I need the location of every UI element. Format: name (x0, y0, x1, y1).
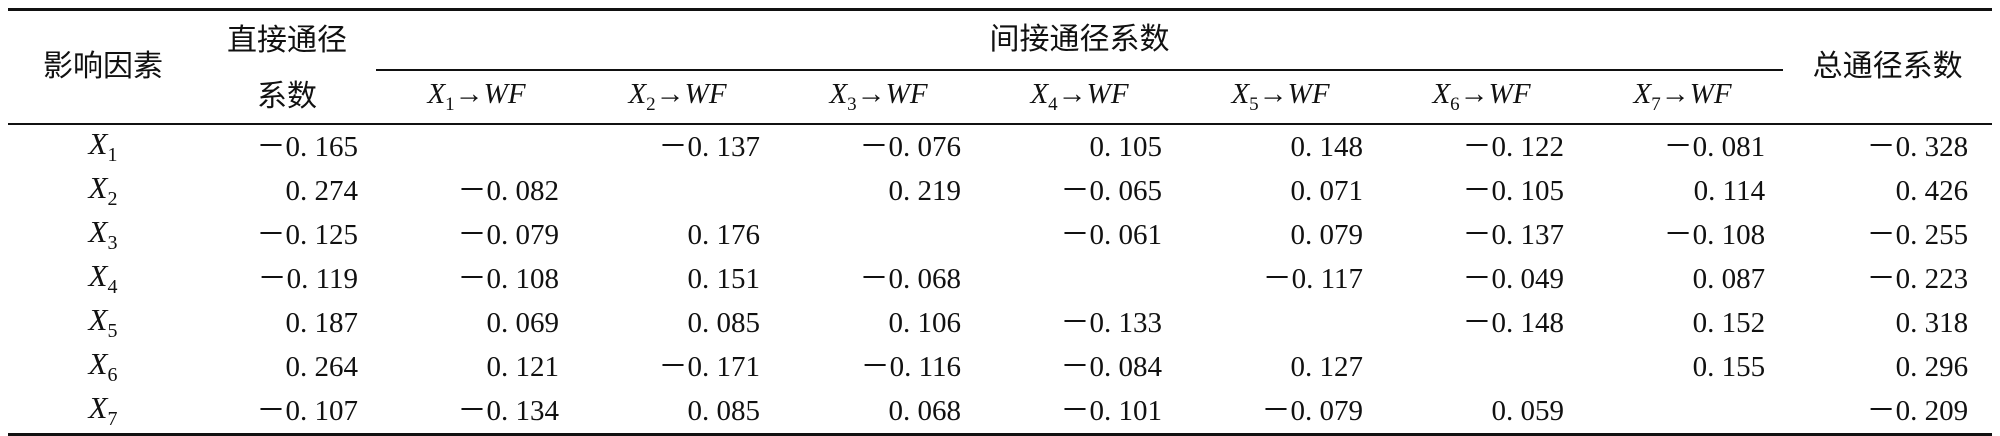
indirect-cell: －0. 065 (1060, 174, 1162, 207)
indirect-cell (778, 213, 979, 257)
indirect-cell: －0. 108 (1663, 218, 1766, 251)
indirect-cell: 0. 068 (778, 389, 979, 436)
header-indirect-x6: X6→WF (1381, 70, 1582, 125)
header-indirect-x1: X1→WF (376, 70, 577, 125)
header-direct-line2: 系数 (198, 70, 376, 125)
factor-cell: X4 (88, 258, 118, 299)
indirect-cell: 0. 121 (486, 350, 560, 383)
table-row-x4: X4 －0. 119 －0. 108 0. 151 －0. 068 －0. 11… (8, 257, 1992, 301)
header-indirect-x5: X5→WF (1180, 70, 1381, 125)
indirect-cell: －0. 148 (1462, 306, 1564, 339)
header-factor: 影响因素 (8, 9, 198, 125)
factor-cell: X6 (88, 346, 118, 387)
indirect-cell: －0. 137 (658, 130, 760, 163)
indirect-cell: －0. 122 (1462, 130, 1564, 163)
indirect-cell: 0. 079 (1290, 218, 1364, 251)
table-row-x6: X6 0. 264 0. 121 －0. 171 －0. 116 －0. 084… (8, 345, 1992, 389)
indirect-cell: －0. 134 (376, 389, 577, 436)
indirect-cell (1582, 389, 1784, 436)
indirect-cell: －0. 108 (457, 262, 559, 295)
indirect-cell: 0. 151 (687, 262, 761, 295)
indirect-cell: 0. 085 (687, 306, 761, 339)
factor-cell: X3 (88, 214, 118, 255)
indirect-cell: －0. 068 (859, 262, 961, 295)
indirect-cell: －0. 049 (1462, 262, 1564, 295)
indirect-cell: －0. 082 (457, 174, 559, 207)
indirect-cell (979, 257, 1180, 301)
indirect-cell: －0. 105 (1462, 174, 1564, 207)
table-row-x7: X7 －0. 107 －0. 134 0. 085 0. 068 －0. 101… (8, 389, 1993, 436)
total-cell: 0. 426 (1895, 174, 1969, 207)
table-row-x5: X5 0. 187 0. 069 0. 085 0. 106 －0. 133 －… (8, 301, 1992, 345)
direct-cell: －0. 165 (256, 130, 358, 163)
header-indirect-x4: X4→WF (979, 70, 1180, 125)
header-total: 总通径系数 (1783, 9, 1993, 125)
indirect-cell: 0. 106 (888, 306, 962, 339)
total-cell: －0. 328 (1866, 130, 1969, 163)
indirect-cell (376, 124, 577, 169)
indirect-cell: －0. 116 (860, 350, 961, 383)
header-direct-line1: 直接通径 (227, 22, 347, 58)
factor-cell: X5 (88, 302, 118, 343)
indirect-cell: 0. 087 (1692, 262, 1766, 295)
indirect-cell: 0. 127 (1290, 350, 1364, 383)
indirect-cell: －0. 081 (1663, 130, 1766, 163)
indirect-cell: －0. 061 (1060, 218, 1162, 251)
indirect-cell: －0. 076 (859, 130, 961, 163)
factor-cell: X2 (88, 170, 118, 211)
indirect-cell: 0. 155 (1692, 350, 1766, 383)
direct-cell: 0. 274 (285, 174, 359, 207)
indirect-cell: 0. 085 (577, 389, 778, 436)
direct-cell: －0. 119 (257, 262, 358, 295)
indirect-cell: 0. 176 (687, 218, 761, 251)
header-indirect-x2: X2→WF (577, 70, 778, 125)
factor-cell: X1 (88, 126, 118, 167)
indirect-cell: 0. 069 (486, 306, 560, 339)
indirect-cell: 0. 071 (1290, 174, 1364, 207)
indirect-cell: －0. 079 (457, 218, 559, 251)
indirect-cell: 0. 152 (1692, 306, 1766, 339)
indirect-cell: －0. 137 (1462, 218, 1564, 251)
indirect-cell: 0. 105 (1089, 130, 1163, 163)
total-cell: －0. 255 (1866, 218, 1969, 251)
direct-cell: 0. 187 (285, 306, 359, 339)
table-row-x2: X2 0. 274 －0. 082 0. 219 －0. 065 0. 071 … (8, 169, 1992, 213)
indirect-cell: 0. 114 (1693, 174, 1766, 207)
indirect-cell (1180, 301, 1381, 345)
table-row-x1: X1 －0. 165 －0. 137 －0. 076 0. 105 0. 148… (8, 124, 1992, 169)
table-row-x3: X3 －0. 125 －0. 079 0. 176 －0. 061 0. 079… (8, 213, 1992, 257)
indirect-cell (1381, 345, 1582, 389)
path-coefficient-table: 影响因素 直接通径 间接通径系数 总通径系数 系数 X1→WF X2→WF X3… (8, 8, 1993, 436)
header-indirect-x3: X3→WF (778, 70, 979, 125)
indirect-cell: 0. 148 (1290, 130, 1364, 163)
indirect-cell: －0. 133 (1060, 306, 1162, 339)
indirect-cell: 0. 059 (1381, 389, 1582, 436)
direct-cell: 0. 264 (285, 350, 359, 383)
total-cell: 0. 318 (1895, 306, 1969, 339)
total-cell: －0. 223 (1866, 262, 1969, 295)
header-indirect: 间接通径系数 (376, 9, 1784, 71)
indirect-cell: －0. 101 (979, 389, 1180, 436)
total-cell: －0. 209 (1783, 389, 1993, 436)
header-indirect-x7: X7→WF (1582, 70, 1784, 125)
indirect-cell: －0. 117 (1262, 262, 1363, 295)
indirect-cell (577, 169, 778, 213)
direct-cell: －0. 125 (256, 218, 358, 251)
indirect-cell: －0. 079 (1180, 389, 1381, 436)
indirect-cell: －0. 084 (1060, 350, 1162, 383)
direct-cell: －0. 107 (198, 389, 376, 436)
total-cell: 0. 296 (1895, 350, 1969, 383)
factor-cell: X7 (8, 389, 198, 436)
indirect-cell: －0. 171 (658, 350, 760, 383)
indirect-cell: 0. 219 (888, 174, 962, 207)
